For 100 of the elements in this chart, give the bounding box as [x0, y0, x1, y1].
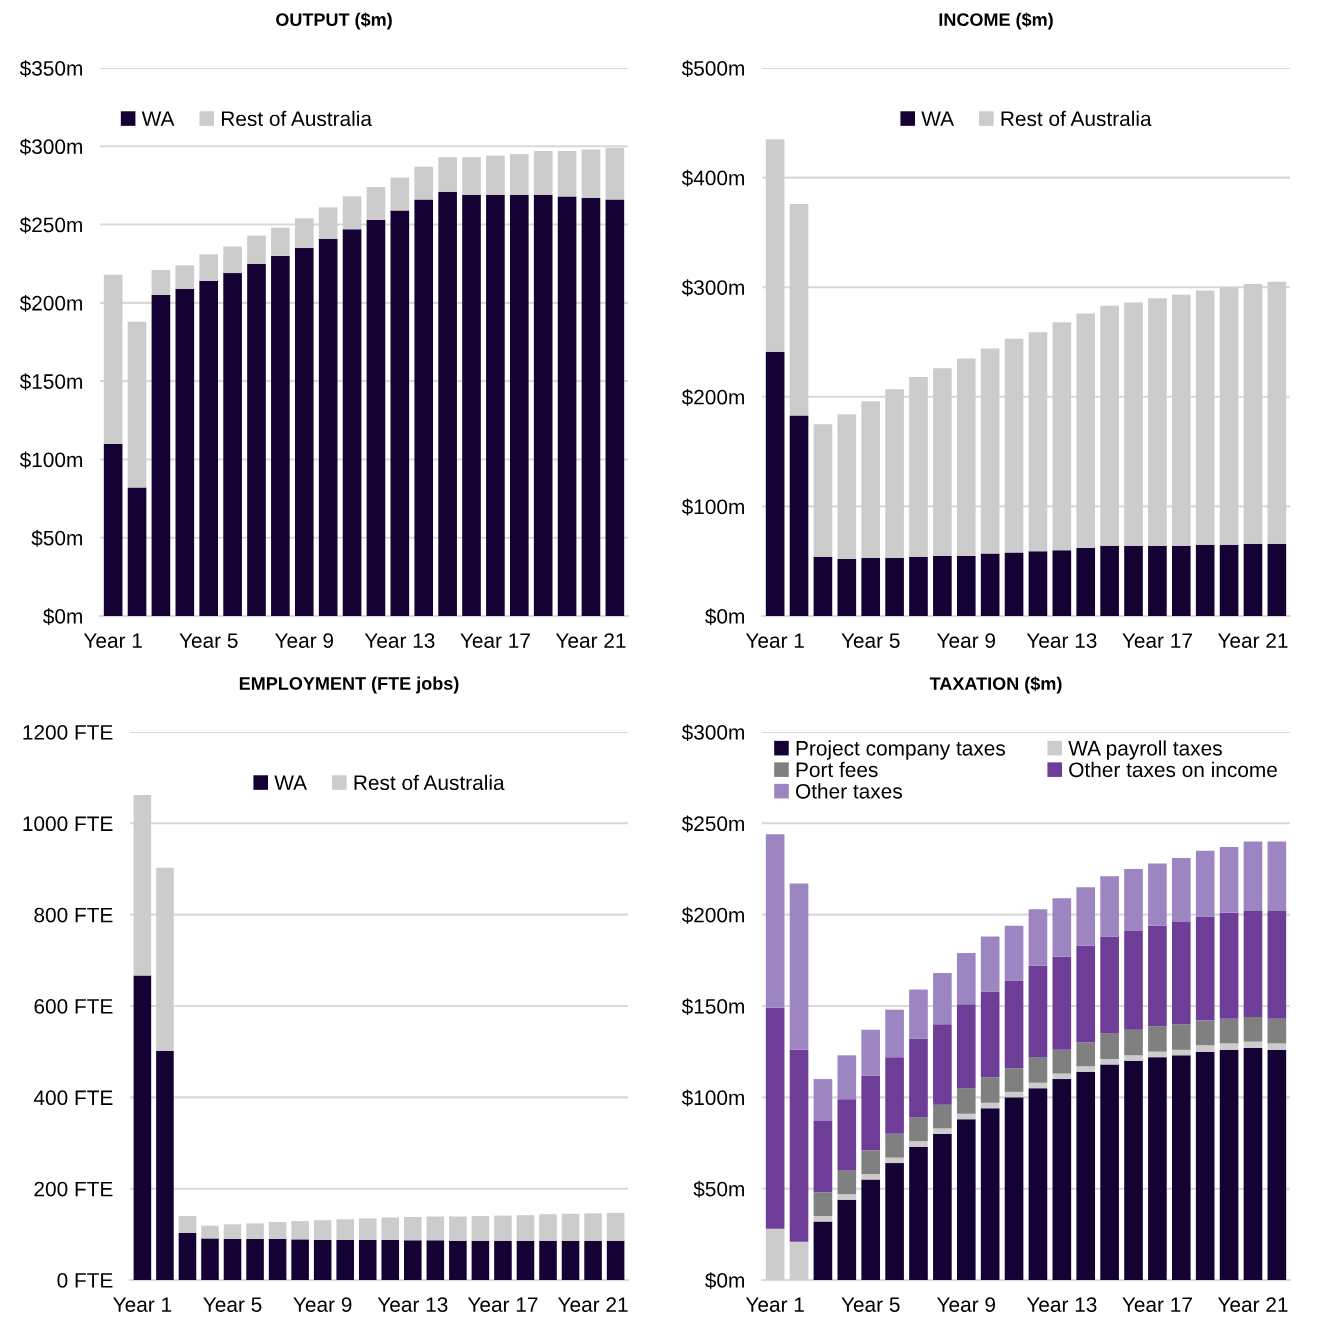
y-tick-label: 1200 FTE	[23, 725, 113, 740]
x-tick-label: Year 5	[841, 633, 900, 648]
bar	[509, 194, 529, 616]
y-tick-label: $250m	[681, 815, 744, 833]
bar	[201, 1225, 219, 1239]
bar	[438, 157, 457, 192]
bar	[980, 1108, 1000, 1280]
bar	[1219, 1018, 1239, 1044]
bar	[1076, 1071, 1096, 1280]
bar	[494, 1215, 512, 1241]
bar	[223, 273, 242, 616]
bar	[1052, 956, 1072, 1050]
legend-label: WA	[274, 775, 307, 790]
bar	[151, 295, 171, 616]
x-tick-label: Year 13	[364, 633, 435, 648]
bar	[605, 147, 625, 200]
y-tick-label: $150m	[19, 373, 82, 391]
y-tick-label: 400 FTE	[33, 1090, 113, 1106]
bar	[1148, 545, 1167, 616]
bar	[584, 1213, 602, 1241]
bar	[909, 556, 928, 616]
bar	[813, 1192, 833, 1217]
y-tick-label: $400m	[681, 169, 744, 187]
bar	[486, 194, 505, 616]
bar	[1148, 925, 1167, 1027]
y-tick-label: $100m	[681, 498, 744, 516]
chart-title: TAXATION ($m)	[929, 676, 1062, 694]
bar	[789, 203, 809, 416]
bar	[1219, 847, 1239, 913]
bar	[1243, 543, 1263, 616]
bar	[1052, 1049, 1072, 1074]
bar	[933, 368, 952, 556]
x-tick-label: Year 9	[293, 1297, 352, 1312]
legend-label: Other taxes	[796, 783, 902, 799]
bar	[561, 1213, 580, 1241]
bar	[861, 1174, 881, 1180]
bar	[885, 1133, 904, 1158]
y-tick-label: $250m	[19, 216, 82, 234]
bar	[271, 227, 290, 256]
bar	[956, 1113, 976, 1120]
y-tick-label: $300m	[19, 138, 82, 156]
chart-title: INCOME ($m)	[939, 12, 1053, 30]
bar	[1267, 1043, 1287, 1050]
x-tick-label: Year 21	[555, 633, 626, 648]
bar	[581, 197, 601, 616]
x-tick-label: Year 1	[113, 1297, 172, 1312]
bar	[404, 1240, 422, 1280]
bar	[861, 1150, 881, 1175]
bar	[1148, 1051, 1167, 1058]
bar	[1004, 1097, 1024, 1280]
bar	[813, 1121, 833, 1193]
bar	[557, 196, 577, 616]
chart-title: OUTPUT ($m)	[276, 12, 392, 30]
bar	[1148, 1026, 1167, 1052]
legend-label: Port fees	[796, 761, 878, 778]
bar	[471, 1240, 490, 1280]
bar	[584, 1240, 602, 1280]
bar	[1219, 912, 1239, 1019]
bar	[1195, 1051, 1215, 1280]
bar	[885, 557, 904, 616]
bar	[426, 1216, 445, 1241]
bar	[1124, 302, 1143, 546]
bar	[336, 1219, 354, 1240]
bar	[933, 1133, 952, 1280]
bar	[1243, 841, 1263, 912]
y-tick-label: 600 FTE	[34, 999, 113, 1014]
bar	[1076, 548, 1096, 616]
bar	[1076, 313, 1096, 549]
bar	[318, 207, 338, 239]
legend-label: Rest of Australia	[1001, 110, 1152, 127]
bar	[1195, 1020, 1215, 1046]
bar	[1076, 945, 1096, 1043]
x-tick-label: Year 1	[745, 633, 804, 648]
bar	[1004, 980, 1024, 1069]
y-tick-label: $350m	[19, 60, 82, 77]
bar	[909, 989, 928, 1039]
chart-title: EMPLOYMENT (FTE jobs)	[239, 676, 459, 694]
bar	[1243, 1048, 1263, 1280]
bar	[1052, 550, 1072, 616]
bar	[151, 269, 171, 296]
bar	[837, 559, 857, 616]
y-tick-label: 200 FTE	[34, 1181, 113, 1197]
y-tick-label: 1000 FTE	[23, 816, 113, 832]
x-tick-label: Year 21	[1217, 1297, 1288, 1312]
bar	[1219, 1043, 1239, 1050]
bar	[956, 555, 976, 616]
y-tick-label: $150m	[681, 998, 744, 1015]
bar	[813, 1079, 833, 1122]
x-tick-label: Year 5	[179, 633, 238, 648]
bar	[414, 199, 434, 616]
bar	[1100, 545, 1119, 616]
x-tick-label: Year 17	[467, 1297, 538, 1312]
x-tick-label: Year 9	[936, 633, 996, 648]
bar	[956, 358, 976, 556]
bar	[1267, 911, 1287, 1019]
bar	[1243, 283, 1263, 544]
bar	[909, 377, 928, 557]
bar	[1052, 898, 1072, 957]
x-tick-label: Year 5	[841, 1297, 900, 1312]
y-tick-label: $0m	[705, 608, 744, 625]
